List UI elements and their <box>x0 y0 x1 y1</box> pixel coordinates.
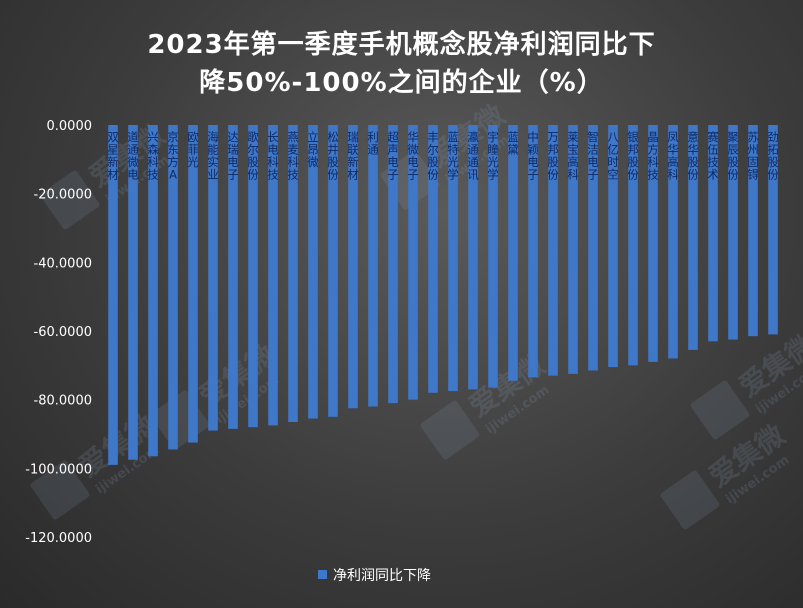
bar <box>668 125 678 359</box>
category-label: 兴森科技 <box>147 130 159 182</box>
bar <box>648 125 658 362</box>
category-label: 蓝特光学 <box>447 130 459 182</box>
category-label: 利通 <box>367 130 379 157</box>
bar <box>708 125 718 342</box>
category-label: 松井股份 <box>327 130 339 182</box>
bar <box>548 125 558 376</box>
bar <box>768 125 778 335</box>
legend-label: 净利润同比下降 <box>333 568 431 584</box>
category-label: 燕麦科技 <box>287 130 299 182</box>
bar <box>168 125 178 450</box>
category-label: 瀛通通讯 <box>467 130 479 182</box>
y-tick-label: -40.0000 <box>34 256 92 271</box>
y-tick-label: -120.0000 <box>25 531 92 546</box>
bar <box>568 125 578 374</box>
bar <box>508 125 518 381</box>
bar <box>748 125 758 337</box>
category-label: 京东方 A <box>167 130 179 182</box>
bar <box>208 125 218 431</box>
category-label: 蓝黛 <box>507 130 519 157</box>
category-label: 八亿时空 <box>607 130 619 182</box>
category-label: 劲拓股份 <box>767 130 779 182</box>
bar <box>468 125 478 390</box>
category-label: 华微电子 <box>407 130 419 182</box>
y-tick-label: -60.0000 <box>34 325 92 340</box>
category-label: 达瑞电子 <box>227 130 239 182</box>
watermark-logo-icon <box>420 400 480 460</box>
category-label: 万邦股份 <box>547 130 559 182</box>
category-label: 立昂微 <box>307 130 319 169</box>
y-tick-label: -20.0000 <box>34 188 92 203</box>
category-label: 海能实业 <box>207 130 219 182</box>
bar <box>388 125 398 404</box>
y-tick-label: -80.0000 <box>34 394 92 409</box>
category-label: 莱宝高科 <box>567 130 579 182</box>
bar <box>728 125 738 340</box>
y-tick-label: 0.0000 <box>47 119 93 134</box>
watermark-logo-icon <box>660 470 720 530</box>
bar <box>368 125 378 407</box>
bar <box>128 125 138 460</box>
watermark-logo-icon <box>40 170 100 230</box>
legend-swatch <box>318 570 327 579</box>
bar <box>188 125 198 443</box>
bar <box>588 125 598 371</box>
bar <box>308 125 318 419</box>
category-label: 道通微电 <box>127 130 139 182</box>
category-label: 瑞联新材 <box>347 130 359 182</box>
category-label: 意华股份 <box>687 130 699 182</box>
chart-title-line2: 降50%-100%之间的企业（%） <box>199 68 604 98</box>
category-label: 丰尔股份 <box>427 130 439 182</box>
bar <box>148 125 158 457</box>
category-label: 赛伍技术 <box>707 130 719 182</box>
y-tick-label: -100.0000 <box>25 462 92 477</box>
category-label: 智洁电子 <box>587 130 599 182</box>
bar <box>228 125 238 429</box>
bar <box>608 125 618 368</box>
bar <box>488 125 498 388</box>
category-label: 歌尔股份 <box>247 130 259 182</box>
category-label: 聚辰股份 <box>727 130 739 182</box>
bar <box>248 125 258 428</box>
category-label: 宇瞳光学 <box>487 130 499 182</box>
category-label: 长电科技 <box>267 130 279 182</box>
category-label: 欧菲光 <box>187 130 199 169</box>
bar <box>108 125 118 465</box>
category-label: 双星新材 <box>107 130 119 182</box>
bar <box>628 125 638 366</box>
bar <box>288 125 298 422</box>
bar <box>528 125 538 378</box>
bar <box>328 125 338 417</box>
category-label: 银邦股份 <box>627 130 639 182</box>
watermark-logo-icon <box>30 460 90 520</box>
bar <box>428 125 438 393</box>
category-label: 苏州固锝 <box>747 130 759 182</box>
bar <box>268 125 278 426</box>
bar <box>688 125 698 350</box>
chart-title-line1: 2023年第一季度手机概念股净利润同比下 <box>147 30 656 60</box>
bar <box>408 125 418 400</box>
bar <box>348 125 358 409</box>
category-label: 中颖电子 <box>527 130 539 182</box>
watermark-logo-icon <box>690 380 750 440</box>
category-label: 超声电子 <box>387 130 399 182</box>
category-label: 凤华高科 <box>667 130 679 182</box>
bar <box>448 125 458 392</box>
category-label: 晶方科技 <box>647 130 659 182</box>
